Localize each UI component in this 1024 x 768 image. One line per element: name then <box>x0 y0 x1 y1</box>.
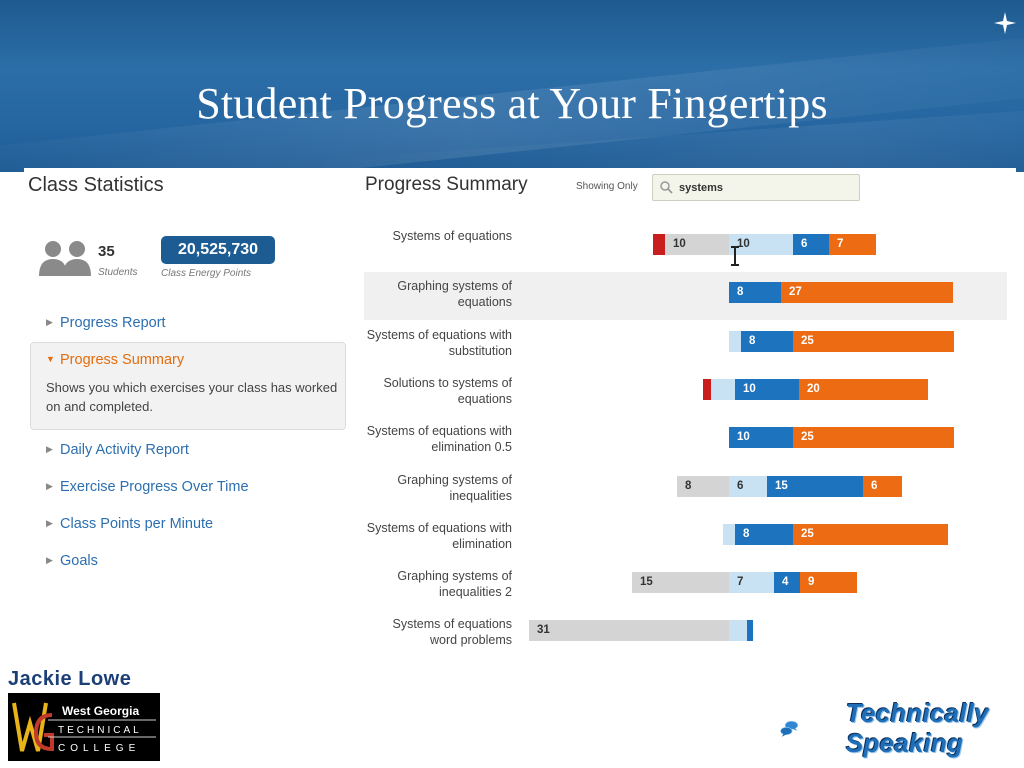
progress-bar-segment-orange[interactable]: 25 <box>793 330 954 352</box>
progress-bar-segment-gray[interactable]: 10 <box>665 234 729 255</box>
text-cursor-icon <box>731 246 739 266</box>
west-georgia-technical-college-logo: West Georgia TECHNICAL COLLEGE <box>8 693 160 761</box>
users-icon <box>39 241 91 276</box>
progress-bar-segment-lightblue[interactable]: 6 <box>729 475 767 497</box>
brand-text-speaking: Speaking <box>846 728 964 758</box>
nav-description: Shows you which exercises your class has… <box>46 380 338 414</box>
nav-class-points-per-minute[interactable]: ▶ Class Points per Minute <box>46 516 213 532</box>
progress-bar-segment-orange[interactable]: 9 <box>800 572 857 594</box>
chat-bubbles-icon <box>780 720 799 737</box>
progress-bar-segment-blue[interactable]: 6 <box>793 234 829 255</box>
progress-bar-segment-blue[interactable]: 4 <box>774 572 800 594</box>
progress-bar-segment-blue[interactable]: 8 <box>729 282 781 304</box>
students-count: 35 <box>98 243 115 260</box>
progress-bar-segment-lightblue[interactable]: 10 <box>729 234 793 255</box>
progress-bar-segment-orange[interactable]: 27 <box>781 282 953 304</box>
brand-text-technically: Technically <box>846 698 989 728</box>
slide-header: Student Progress at Your Fingertips <box>0 0 1024 172</box>
progress-bar-segment-lightblue[interactable] <box>711 378 735 400</box>
exercise-label[interactable]: Systems of equations with substitution <box>366 327 512 358</box>
progress-summary-heading: Progress Summary <box>365 174 528 195</box>
filter-label: Showing Only <box>576 181 638 192</box>
nav-label: Exercise Progress Over Time <box>60 479 249 495</box>
progress-bar-segment-blue[interactable]: 10 <box>729 427 793 449</box>
active-nav-panel <box>30 342 346 430</box>
progress-bar-segment-blue[interactable]: 8 <box>741 330 793 352</box>
caret-right-icon: ▶ <box>46 518 53 528</box>
filter-input[interactable] <box>679 179 849 197</box>
energy-points-badge: 20,525,730 <box>161 236 275 264</box>
caret-right-icon: ▶ <box>46 317 53 327</box>
progress-bar-segment-orange[interactable]: 25 <box>793 427 954 449</box>
nav-label: Daily Activity Report <box>60 442 189 458</box>
nav-label: Progress Report <box>60 315 166 331</box>
slide-title: Student Progress at Your Fingertips <box>196 79 828 128</box>
class-statistics-heading: Class Statistics <box>28 174 164 196</box>
energy-points-label: Class Energy Points <box>161 268 252 279</box>
nav-daily-activity-report[interactable]: ▶ Daily Activity Report <box>46 442 189 458</box>
logo-text-line: West Georgia <box>62 704 139 718</box>
nav-progress-report[interactable]: ▶ Progress Report <box>46 315 166 331</box>
progress-bar-segment-orange[interactable]: 20 <box>799 378 928 400</box>
exercise-label[interactable]: Graphing systems of inequalities 2 <box>397 569 512 600</box>
logo-text-line: TECHNICAL <box>58 725 142 736</box>
nav-progress-summary[interactable]: ▼ Progress Summary <box>46 352 184 368</box>
app-screenshot: Class Statistics 35 Students 20,525,730 … <box>24 168 1016 650</box>
progress-bar-segment-red[interactable] <box>703 378 711 400</box>
exercise-label[interactable]: Graphing systems of inequalities <box>397 472 512 503</box>
progress-bar-segment-orange[interactable]: 7 <box>829 234 876 255</box>
progress-bar-segment-blue[interactable]: 10 <box>735 378 799 400</box>
exercise-label[interactable]: Systems of equations <box>392 229 512 243</box>
caret-down-icon: ▼ <box>46 354 55 364</box>
nav-label: Class Points per Minute <box>60 516 214 532</box>
star-bullet-icon <box>994 12 1016 34</box>
progress-bar-segment-lightblue[interactable]: 7 <box>729 572 774 594</box>
nav-goals[interactable]: ▶ Goals <box>46 553 98 569</box>
progress-bar-segment-blue[interactable]: 8 <box>735 523 793 545</box>
progress-bar-segment-lightblue[interactable] <box>729 620 747 642</box>
progress-bar-segment-gray[interactable]: 15 <box>632 572 729 594</box>
exercise-label[interactable]: Systems of equations word problems <box>392 617 512 648</box>
progress-bar-segment-blue[interactable]: 15 <box>767 475 863 497</box>
nav-exercise-progress-over-time[interactable]: ▶ Exercise Progress Over Time <box>46 479 249 495</box>
progress-bar-segment-gray[interactable]: 31 <box>529 620 729 642</box>
exercise-label[interactable]: Systems of equations with elimination 0.… <box>366 424 512 455</box>
exercise-label[interactable]: Systems of equations with elimination <box>366 520 512 551</box>
progress-bar-segment-orange[interactable]: 6 <box>863 475 902 497</box>
nav-label: Progress Summary <box>60 352 185 368</box>
caret-right-icon: ▶ <box>46 444 53 454</box>
progress-bar-segment-tick[interactable] <box>747 620 753 642</box>
exercise-label[interactable]: Solutions to systems of equations <box>383 375 512 406</box>
logo-text-line: COLLEGE <box>58 743 140 754</box>
progress-bar-segment-lightblue[interactable] <box>723 523 735 545</box>
progress-bar-segment-red[interactable] <box>653 234 665 255</box>
caret-right-icon: ▶ <box>46 481 53 491</box>
nav-label: Goals <box>60 553 98 569</box>
author-name: Jackie Lowe <box>8 668 132 690</box>
progress-bar-segment-lightblue[interactable] <box>729 330 741 352</box>
students-label: Students <box>98 267 138 278</box>
progress-bar-segment-gray[interactable]: 8 <box>677 475 729 497</box>
filter-search-box <box>652 174 860 201</box>
exercise-label[interactable]: Graphing systems of equations <box>397 279 512 310</box>
search-icon <box>660 181 673 194</box>
caret-right-icon: ▶ <box>46 555 53 565</box>
progress-bar-segment-orange[interactable]: 25 <box>793 523 948 545</box>
